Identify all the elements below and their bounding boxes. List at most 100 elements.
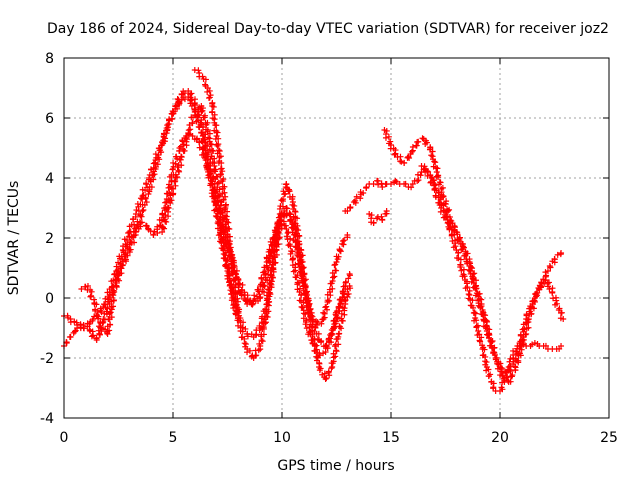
data-point-fill [71,328,78,335]
data-point-fill [113,283,120,290]
y-tick-label: 6 [45,111,54,127]
data-point-fill [292,274,299,281]
data-point-fill [205,134,212,141]
data-point-fill [501,377,508,384]
data-point-fill [96,331,103,338]
data-point-fill [188,96,195,103]
data-point-fill [415,177,422,184]
data-point-fill [513,348,520,355]
data-point-fill [276,234,283,241]
data-point-fill [219,168,226,175]
data-point-fill [512,364,519,371]
data-point-fill [238,291,245,298]
data-point [226,241,233,247]
data-point-fill [485,373,492,380]
data-point-fill [244,333,251,340]
data-point-fill [105,293,112,300]
data-point-fill [246,347,253,354]
data-point [146,175,153,181]
data-point [344,232,351,238]
data-point-fill [408,148,415,155]
data-point-fill [89,317,96,324]
data-point-fill [330,350,337,357]
data-point-fill [481,346,488,353]
data-point-fill [260,331,267,338]
data-point [542,277,549,283]
data-point-fill [215,192,222,199]
data-point-fill [382,134,389,141]
chart-title: Day 186 of 2024, Sidereal Day-to-day VTE… [47,21,609,37]
data-point-fill [104,328,111,335]
data-point-fill [214,129,221,136]
data-point-fill [287,243,294,250]
data-point-fill [155,152,162,159]
x-axis-label: GPS time / hours [277,458,394,474]
data-point-fill [252,352,259,359]
data-point-fill [461,252,468,259]
data-point-fill [397,158,404,165]
data-point-fill [278,221,285,228]
data-point-fill [214,220,221,227]
data-point-fill [207,173,214,180]
data-point [270,265,277,271]
data-point-fill [469,297,476,304]
data-point-fill [476,337,483,344]
data-point-fill [93,301,100,308]
data-point-fill [344,291,351,298]
data-point-fill [368,212,375,219]
data-point-fill [110,287,117,294]
data-point-fill [467,267,474,274]
data-point-fill [170,185,177,192]
data-point-fill [519,326,526,333]
data-point-fill [498,384,505,391]
data-point-fill [256,322,263,329]
data-point-fill [291,208,298,215]
data-point-fill [393,178,400,185]
y-tick-label: -2 [40,351,54,367]
data-point [414,178,421,184]
data-point-fill [140,207,147,214]
data-point-fill [472,285,479,292]
data-point-fill [375,181,382,188]
data-point-fill [302,321,309,328]
data-point-fill [206,94,213,101]
data-point-fill [225,237,232,244]
data-point-fill [529,341,536,348]
data-point-fill [299,304,306,311]
data-point-fill [289,256,296,263]
data-point-fill [303,325,310,332]
data-point-fill [295,260,302,267]
data-point [531,340,538,346]
data-point-fill [517,332,524,339]
data-point-fill [469,273,476,280]
data-point-fill [234,295,241,302]
data-point-fill [195,117,202,124]
data-point-fill [485,334,492,341]
data-point-fill [318,320,325,327]
data-point [287,217,294,223]
data-point [333,259,340,265]
data-point-fill [206,166,213,173]
data-point-fill [446,225,453,232]
data-point-fill [224,218,231,225]
data-point-fill [258,275,265,282]
data-point-fill [268,243,275,250]
y-tick-label: 4 [45,171,54,187]
data-point-fill [188,90,195,97]
data-point-fill [442,213,449,220]
data-point [558,250,565,256]
data-point-fill [455,249,462,256]
data-point-fill [323,303,330,310]
data-point-fill [175,99,182,106]
data-point-fill [440,214,447,221]
data-point-fill [107,309,114,316]
data-point-fill [226,275,233,282]
data-point-fill [434,165,441,172]
data-point-fill [229,271,236,278]
data-point-fill [482,317,489,324]
data-point-fill [210,103,217,110]
data-point-fill [272,259,279,266]
data-point-fill [180,146,187,153]
data-point-fill [289,221,296,228]
data-point-fill [314,319,321,326]
